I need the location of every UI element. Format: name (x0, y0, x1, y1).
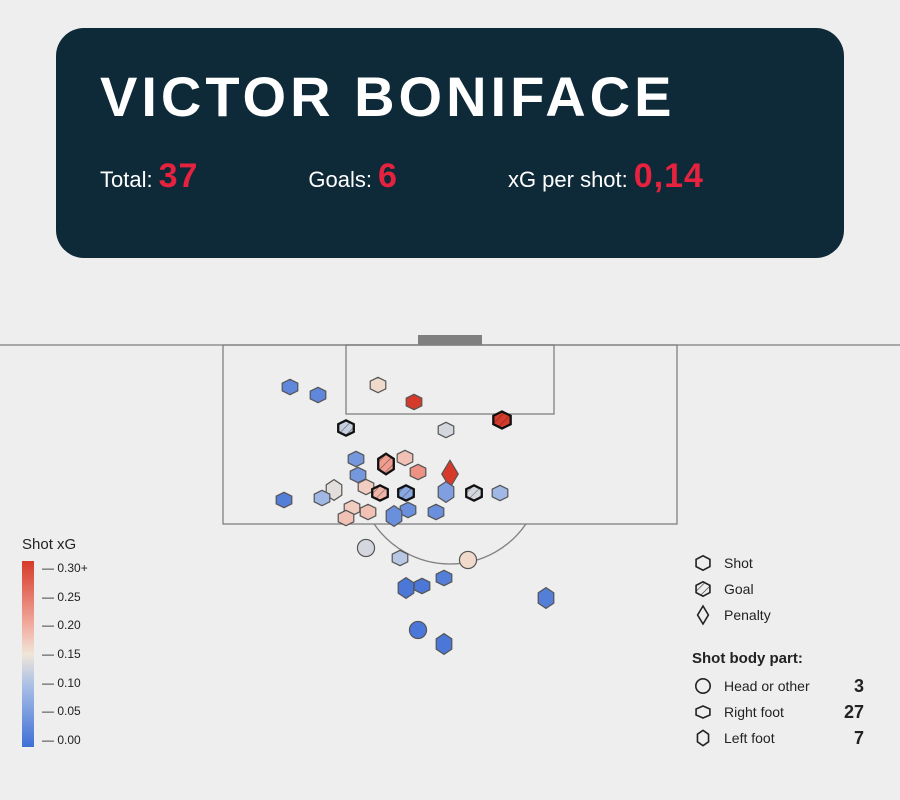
shot-marker (386, 506, 402, 527)
shape-legend-label: Shot (724, 555, 753, 571)
xg-ticks: 0.30+ 0.25 0.20 0.15 0.10 0.05 0.00 (42, 561, 88, 747)
body-part-row: Left foot 7 (692, 725, 864, 751)
body-part-label: Left foot (724, 730, 824, 746)
shot-marker (436, 634, 452, 655)
shot-marker (459, 551, 476, 568)
xg-legend-title: Shot xG (22, 536, 152, 553)
shot-marker-goal-hatch (372, 485, 388, 500)
shot-marker-goal-hatch (378, 454, 394, 475)
circle-icon (692, 675, 714, 697)
shot-marker (360, 504, 376, 519)
shape-legend-label: Goal (724, 581, 754, 597)
shot-marker (414, 578, 430, 593)
xg-tick: 0.05 (42, 704, 88, 718)
shot-marker (398, 578, 414, 599)
hexagon-squat-icon (692, 701, 714, 723)
xg-scale: 0.30+ 0.25 0.20 0.15 0.10 0.05 0.00 (22, 561, 152, 747)
shot-marker (357, 539, 374, 556)
shot-marker (314, 490, 330, 505)
body-part-count: 27 (834, 702, 864, 723)
body-part-title: Shot body part: (692, 650, 864, 667)
shot-marker-goal-hatch (466, 485, 482, 500)
body-part-label: Head or other (724, 678, 824, 694)
shot-marker (276, 492, 292, 507)
xg-tick: 0.20 (42, 618, 88, 632)
shot-marker (348, 451, 364, 466)
hexagon-tall-icon (692, 727, 714, 749)
shot-markers (276, 377, 554, 654)
shot-marker-goal-hatch (338, 420, 354, 435)
shot-marker (310, 387, 326, 402)
shot-marker (492, 485, 508, 500)
xg-tick: 0.30+ (42, 561, 88, 575)
shot-marker (338, 510, 354, 525)
shape-legend: Shot Goal Penalty Shot body part: Head or … (692, 550, 864, 751)
shot-marker (406, 394, 422, 409)
xg-tick: 0.10 (42, 676, 88, 690)
shot-marker (428, 504, 444, 519)
shape-legend-label: Penalty (724, 607, 771, 623)
body-part-count: 3 (834, 676, 864, 697)
body-part-label: Right foot (724, 704, 824, 720)
shot-marker (397, 450, 413, 465)
xg-tick: 0.00 (42, 733, 88, 747)
shot-marker (282, 379, 298, 394)
shot-marker (436, 570, 452, 585)
shot-marker (400, 502, 416, 517)
xg-tick: 0.25 (42, 590, 88, 604)
shot-marker (370, 377, 386, 392)
shape-legend-row: Penalty (692, 602, 864, 628)
body-part-row: Head or other 3 (692, 673, 864, 699)
xg-gradient-bar (22, 561, 34, 747)
body-part-count: 7 (834, 728, 864, 749)
shot-marker (438, 482, 454, 503)
xg-legend: Shot xG 0.30+ 0.25 0.20 0.15 0.10 0.05 0.00 (22, 536, 152, 747)
shot-marker-goal-hatch (493, 412, 510, 429)
xg-tick: 0.15 (42, 647, 88, 661)
shape-legend-row: Goal (692, 576, 864, 602)
hexagon-icon (692, 552, 714, 574)
shot-marker (409, 621, 426, 638)
shot-marker-goal-hatch (398, 485, 414, 500)
shot-marker (438, 422, 454, 437)
body-part-row: Right foot 27 (692, 699, 864, 725)
shot-marker (392, 550, 408, 565)
hexagon-hatch-icon (692, 578, 714, 600)
shape-legend-row: Shot (692, 550, 864, 576)
diamond-icon (692, 604, 714, 626)
pitch-lines (0, 335, 900, 564)
shot-marker (538, 588, 554, 609)
shot-marker (410, 464, 426, 479)
